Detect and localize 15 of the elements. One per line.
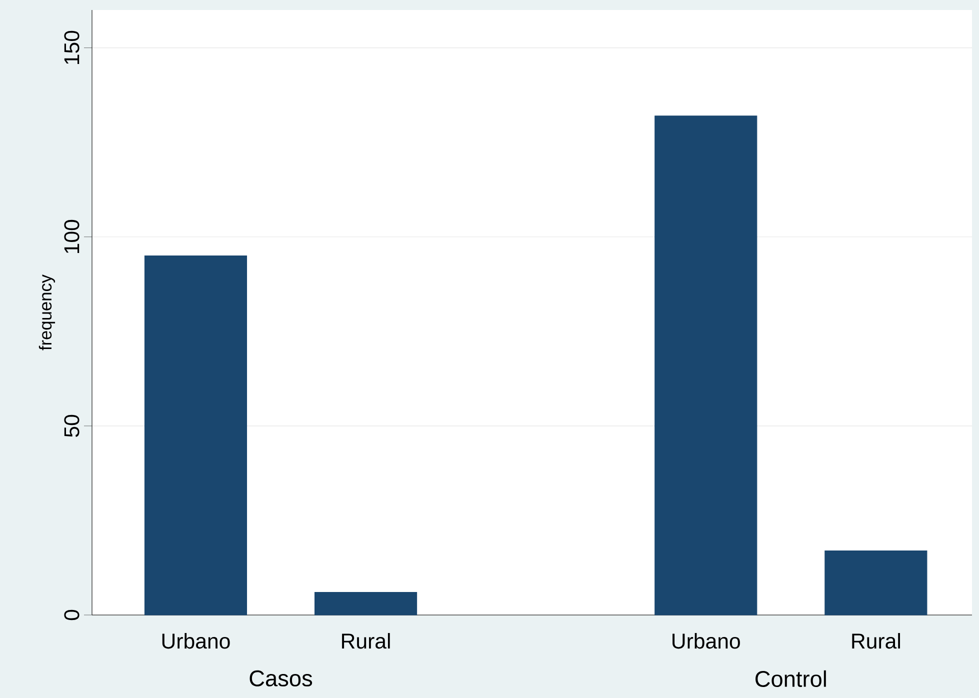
x-tick-label: Rural <box>852 633 900 649</box>
bar <box>314 592 418 616</box>
x-tick-label: Urbano <box>162 633 230 649</box>
x-tick-label: Rural <box>342 633 390 649</box>
bar <box>144 256 248 616</box>
bar <box>824 550 928 616</box>
y-tick-label: 100 <box>64 220 80 254</box>
text: Control <box>756 670 826 688</box>
text: Casos <box>250 670 312 686</box>
y-tick-label: 150 <box>64 30 80 64</box>
y-axis-title: frequency <box>38 274 56 350</box>
x-tick-label: Urbano <box>672 633 740 649</box>
y-tick-label: 0 <box>64 610 80 620</box>
y-tick-label: 50 <box>64 414 80 437</box>
bar <box>654 116 758 616</box>
